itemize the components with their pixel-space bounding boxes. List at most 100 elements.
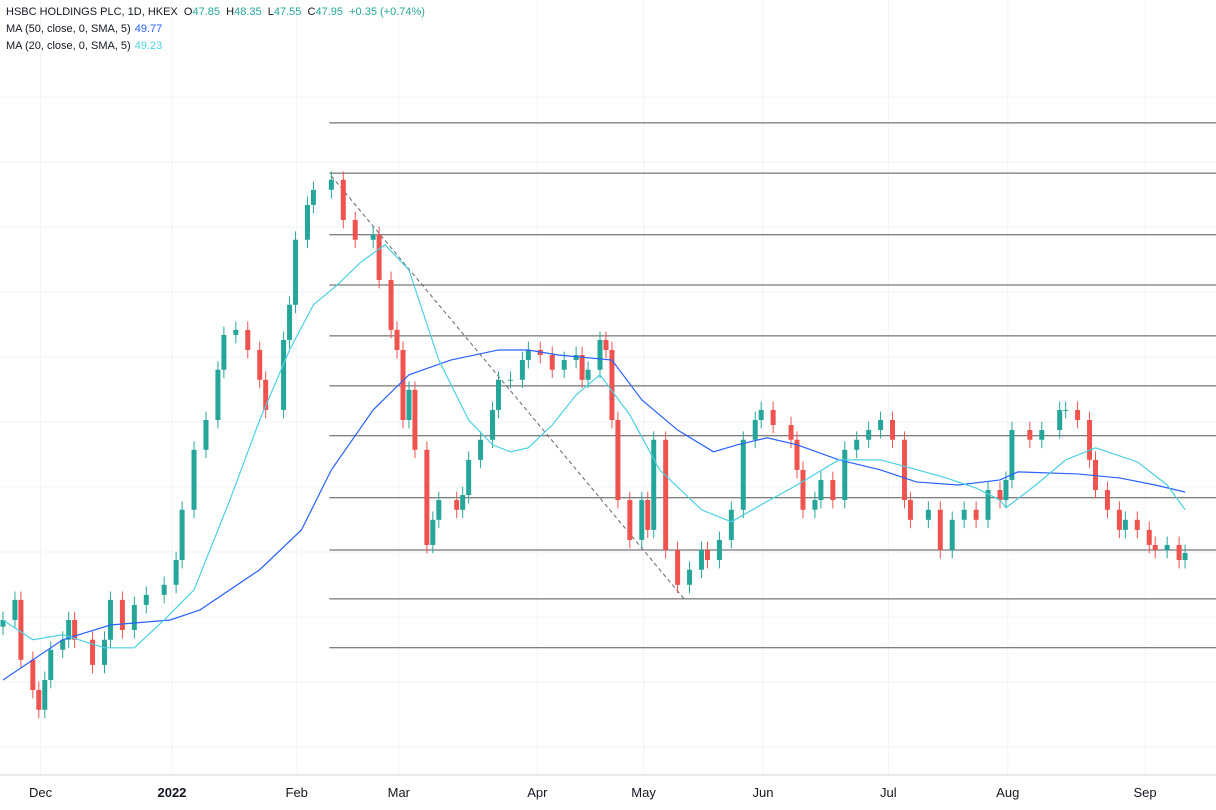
candle-up bbox=[818, 471, 824, 509]
candle-body bbox=[287, 304, 293, 340]
candle-body bbox=[603, 339, 609, 350]
candle-body bbox=[12, 599, 18, 620]
change-value: +0.35 (+0.74%) bbox=[349, 6, 425, 18]
candle-body bbox=[830, 479, 836, 501]
candle-body bbox=[704, 549, 710, 561]
candle-body bbox=[460, 495, 466, 510]
candle-down bbox=[901, 431, 907, 509]
symbol-legend-row: HSBC HOLDINGS PLC, 1D, HKEX O47.85 H48.3… bbox=[6, 4, 425, 21]
candle-body bbox=[854, 439, 860, 450]
candle-body bbox=[293, 239, 299, 305]
candle-down bbox=[794, 431, 800, 479]
candle-body bbox=[30, 659, 36, 690]
candle-up bbox=[406, 381, 412, 429]
candle-down bbox=[770, 401, 776, 434]
close-label: C bbox=[307, 6, 316, 18]
candle-up bbox=[698, 541, 704, 579]
time-axis-label: 2022 bbox=[157, 785, 186, 800]
ma50-value: 49.77 bbox=[134, 23, 163, 35]
candle-body bbox=[615, 419, 621, 501]
candle-down bbox=[72, 611, 78, 649]
candle-body bbox=[698, 549, 704, 570]
candle-down bbox=[549, 346, 555, 379]
candle-body bbox=[1039, 430, 1045, 440]
candle-body bbox=[394, 329, 400, 350]
candle-down bbox=[376, 226, 382, 289]
candle-body bbox=[412, 389, 418, 450]
candle-body bbox=[770, 409, 776, 426]
candle-up bbox=[107, 591, 113, 649]
candle-down bbox=[830, 471, 836, 509]
candle-down bbox=[997, 481, 1003, 509]
candle-body bbox=[161, 584, 167, 595]
candle-down bbox=[1134, 511, 1140, 539]
candle-body bbox=[48, 649, 54, 680]
candle-body bbox=[101, 639, 107, 665]
time-axis-label: Mar bbox=[388, 785, 411, 800]
time-axis-label: Apr bbox=[527, 785, 548, 800]
candle-up bbox=[233, 321, 239, 344]
candle-up bbox=[812, 491, 818, 519]
candle-body bbox=[842, 449, 848, 501]
ma20-legend-row[interactable]: MA (20, close, 0, SMA, 5) 49.23 bbox=[6, 38, 425, 55]
candle-body bbox=[18, 599, 24, 660]
candle-body bbox=[436, 500, 442, 520]
candle-down bbox=[1116, 501, 1122, 539]
candle-body bbox=[1075, 409, 1081, 420]
candle-body bbox=[901, 439, 907, 501]
candle-up bbox=[191, 441, 197, 519]
candle-up bbox=[328, 171, 334, 199]
candle-down bbox=[400, 341, 406, 429]
candle-up bbox=[842, 441, 848, 509]
candle-down bbox=[675, 541, 681, 594]
candle-down bbox=[340, 171, 346, 229]
candle-body bbox=[328, 179, 334, 190]
candle-body bbox=[937, 509, 943, 550]
candle-up bbox=[12, 591, 18, 629]
candle-down bbox=[245, 321, 251, 359]
candle-body bbox=[310, 189, 316, 205]
candle-down bbox=[937, 501, 943, 559]
candle-body bbox=[263, 379, 269, 410]
candle-body bbox=[400, 349, 406, 420]
candle-down bbox=[907, 491, 913, 529]
candle-body bbox=[1003, 479, 1009, 501]
time-axis-label: Feb bbox=[286, 785, 308, 800]
candle-body bbox=[1134, 519, 1140, 530]
candle-body bbox=[890, 419, 896, 440]
candle-body bbox=[1063, 409, 1069, 411]
candle-up bbox=[478, 431, 484, 469]
candle-down bbox=[1176, 536, 1182, 569]
candle-body bbox=[191, 449, 197, 510]
candle-body bbox=[281, 339, 287, 410]
candle-body bbox=[758, 409, 764, 420]
candle-body bbox=[0, 619, 6, 627]
candle-body bbox=[304, 204, 310, 240]
time-axis-label: May bbox=[631, 785, 656, 800]
candle-body bbox=[627, 500, 633, 540]
candle-up bbox=[716, 531, 722, 569]
candle-body bbox=[645, 500, 651, 530]
candle-body bbox=[866, 430, 872, 440]
candle-body bbox=[60, 639, 66, 650]
trend-line bbox=[330, 175, 684, 599]
ma20-line bbox=[2, 243, 1186, 649]
open-value: 47.85 bbox=[192, 6, 220, 18]
candle-down bbox=[18, 591, 24, 669]
candle-body bbox=[728, 509, 734, 540]
candle-down bbox=[257, 341, 263, 389]
candle-down bbox=[615, 411, 621, 509]
ma50-legend-row[interactable]: MA (50, close, 0, SMA, 5) 49.77 bbox=[6, 21, 425, 38]
candle-body bbox=[740, 439, 746, 510]
candle-body bbox=[549, 354, 555, 370]
candle-down bbox=[627, 491, 633, 549]
candle-up bbox=[752, 411, 758, 449]
candle-down bbox=[36, 681, 42, 719]
candle-up bbox=[651, 431, 657, 539]
candle-body bbox=[131, 604, 137, 631]
candle-body bbox=[119, 599, 125, 631]
candle-up bbox=[519, 351, 525, 389]
candle-body bbox=[800, 469, 806, 510]
candle-body bbox=[1122, 519, 1128, 530]
